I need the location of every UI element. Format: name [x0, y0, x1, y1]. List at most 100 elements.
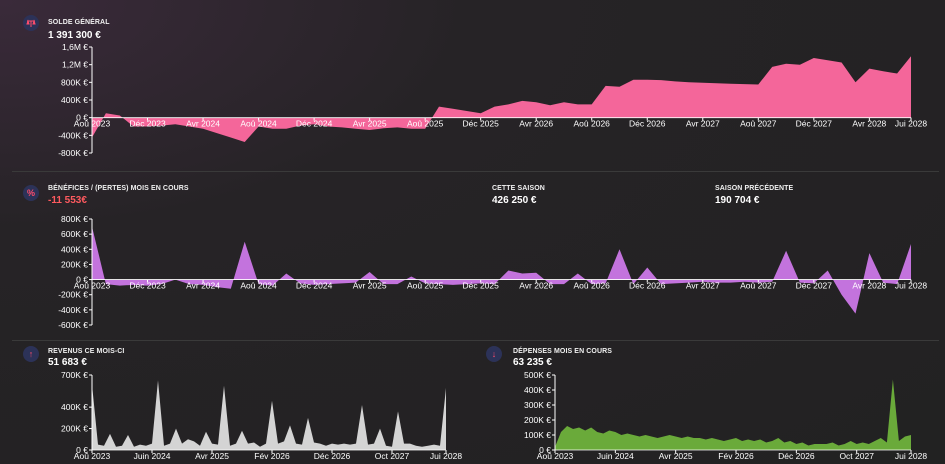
profit-value: -11 553€: [48, 195, 87, 206]
revenue-value: 51 683 €: [48, 357, 87, 368]
x-tick-label: Aoû 2023: [74, 281, 111, 291]
y-tick-label: 200K €: [61, 259, 88, 269]
y-tick-label: -400K €: [58, 305, 88, 315]
y-tick-label: 700K €: [61, 370, 88, 380]
profit-series-area: [92, 226, 911, 314]
y-tick-label: 0 €: [76, 113, 88, 123]
balance-label: SOLDE GÉNÉRAL: [48, 19, 110, 26]
y-tick-label: 1,6M €: [62, 42, 88, 52]
y-tick-label: -800K €: [58, 148, 88, 158]
x-tick-label: Déc 2023: [129, 119, 166, 129]
x-tick-label: Déc 2025: [462, 281, 499, 291]
x-tick-label: Oct 2027: [839, 451, 874, 461]
revenue-chart: 700K € 400K € 200K € 0 €Aoû 2023 Juin 2024 Av…: [61, 370, 462, 461]
x-tick-label: Aoû 2024: [240, 281, 277, 291]
x-tick-label: Déc 2026: [629, 281, 666, 291]
y-tick-label: -600K €: [58, 320, 88, 330]
x-tick-label: Juin 2024: [597, 451, 634, 461]
x-tick-label: Déc 2024: [296, 119, 333, 129]
x-tick-label: Déc 2024: [296, 281, 333, 291]
arrow-down-icon: ↓: [486, 346, 502, 362]
y-tick-label: 800K €: [61, 77, 88, 87]
expenses-chart: 500K € 400K € 300K € 200K € 100K € 0 €Aoû 202…: [524, 370, 927, 461]
y-tick-label: 100K €: [524, 430, 551, 440]
x-tick-label: Jui 2028: [895, 281, 927, 291]
x-tick-label: Avr 2028: [852, 119, 886, 129]
y-tick-label: 800K €: [61, 214, 88, 224]
balance-scale-icon: [23, 15, 39, 31]
x-tick-label: Aoû 2023: [537, 451, 574, 461]
x-tick-label: Jui 2028: [430, 451, 462, 461]
x-tick-label: Aoû 2023: [74, 119, 111, 129]
x-tick-label: Déc 2023: [129, 281, 166, 291]
y-tick-label: 400K €: [61, 244, 88, 254]
profit-label: BÉNÉFICES / (PERTES) MOIS EN COURS: [48, 185, 189, 192]
expenses-label: DÉPENSES MOIS EN COURS: [513, 348, 613, 355]
x-tick-label: Fév 2026: [254, 451, 290, 461]
y-tick-label: 500K €: [524, 370, 551, 380]
profit-chart: 800K € 600K € 400K € 200K € 0 € -200K € -400K …: [58, 214, 927, 330]
y-tick-label: 400K €: [524, 385, 551, 395]
x-tick-label: Avr 2025: [353, 281, 387, 291]
x-tick-label: Déc 2025: [462, 119, 499, 129]
y-tick-label: 0 €: [539, 445, 551, 455]
revenue-panel: ↑ REVENUS CE MOIS-CI 51 683 € 700K € 400K…: [0, 340, 470, 464]
x-tick-label: Avr 2028: [852, 281, 886, 291]
x-tick-label: Aoû 2026: [574, 281, 611, 291]
y-tick-label: 200K €: [61, 424, 88, 434]
y-tick-label: 400K €: [61, 95, 88, 105]
balance-value: 1 391 300 €: [48, 30, 101, 41]
balance-panel: SOLDE GÉNÉRAL 1 391 300 € 1,6M € 1,2M € 80…: [0, 0, 945, 172]
expenses-value: 63 235 €: [513, 357, 552, 368]
x-tick-label: Jui 2028: [895, 451, 927, 461]
x-tick-label: Avr 2027: [686, 281, 720, 291]
x-tick-label: Avr 2025: [353, 119, 387, 129]
x-tick-label: Aoû 2023: [74, 451, 111, 461]
y-tick-label: 400K €: [61, 402, 88, 412]
expenses-series-area: [555, 379, 911, 450]
x-tick-label: Oct 2027: [375, 451, 410, 461]
y-tick-label: 1,2M €: [62, 60, 88, 70]
x-tick-label: Jui 2028: [895, 119, 927, 129]
y-tick-label: 0 €: [76, 445, 88, 455]
expenses-panel: ↓ DÉPENSES MOIS EN COURS 63 235 € 500K €…: [470, 340, 945, 464]
previous-season-label: SAISON PRÉCÉDENTE: [715, 185, 794, 192]
y-tick-label: 300K €: [524, 400, 551, 410]
x-tick-label: Déc 2027: [796, 281, 833, 291]
arrow-up-icon: ↑: [23, 346, 39, 362]
x-tick-label: Avr 2024: [186, 119, 220, 129]
x-tick-label: Avr 2026: [519, 281, 553, 291]
y-tick-label: -200K €: [58, 290, 88, 300]
x-tick-label: Déc 2026: [314, 451, 351, 461]
divider: [12, 171, 939, 172]
x-tick-label: Avr 2026: [519, 119, 553, 129]
x-tick-label: Aoû 2027: [740, 281, 777, 291]
x-tick-label: Déc 2027: [796, 119, 833, 129]
revenue-series-area: [92, 380, 446, 450]
x-tick-label: Aoû 2026: [574, 119, 611, 129]
x-tick-label: Fév 2026: [718, 451, 754, 461]
y-tick-label: 0 €: [76, 275, 88, 285]
percent-icon: %: [23, 185, 39, 201]
x-tick-label: Aoû 2024: [240, 119, 277, 129]
divider: [12, 340, 939, 341]
balance-series-area: [92, 56, 911, 143]
y-tick-label: 600K €: [61, 229, 88, 239]
x-tick-label: Aoû 2025: [407, 119, 444, 129]
x-tick-label: Avr 2027: [686, 119, 720, 129]
revenue-label: REVENUS CE MOIS-CI: [48, 348, 125, 355]
profit-panel: % BÉNÉFICES / (PERTES) MOIS EN COURS -11…: [0, 172, 945, 340]
balance-chart: 1,6M € 1,2M € 800K € 400K € 0 € -400K € -800K …: [58, 42, 927, 158]
y-tick-label: -400K €: [58, 130, 88, 140]
previous-season-value: 190 704 €: [715, 195, 760, 206]
season-label: CETTE SAISON: [492, 185, 545, 192]
x-tick-label: Avr 2025: [659, 451, 693, 461]
x-tick-label: Déc 2026: [778, 451, 815, 461]
x-tick-label: Avr 2024: [186, 281, 220, 291]
x-tick-label: Aoû 2025: [407, 281, 444, 291]
x-tick-label: Avr 2025: [195, 451, 229, 461]
x-tick-label: Déc 2026: [629, 119, 666, 129]
x-tick-label: Juin 2024: [134, 451, 171, 461]
x-tick-label: Aoû 2027: [740, 119, 777, 129]
y-tick-label: 200K €: [524, 415, 551, 425]
